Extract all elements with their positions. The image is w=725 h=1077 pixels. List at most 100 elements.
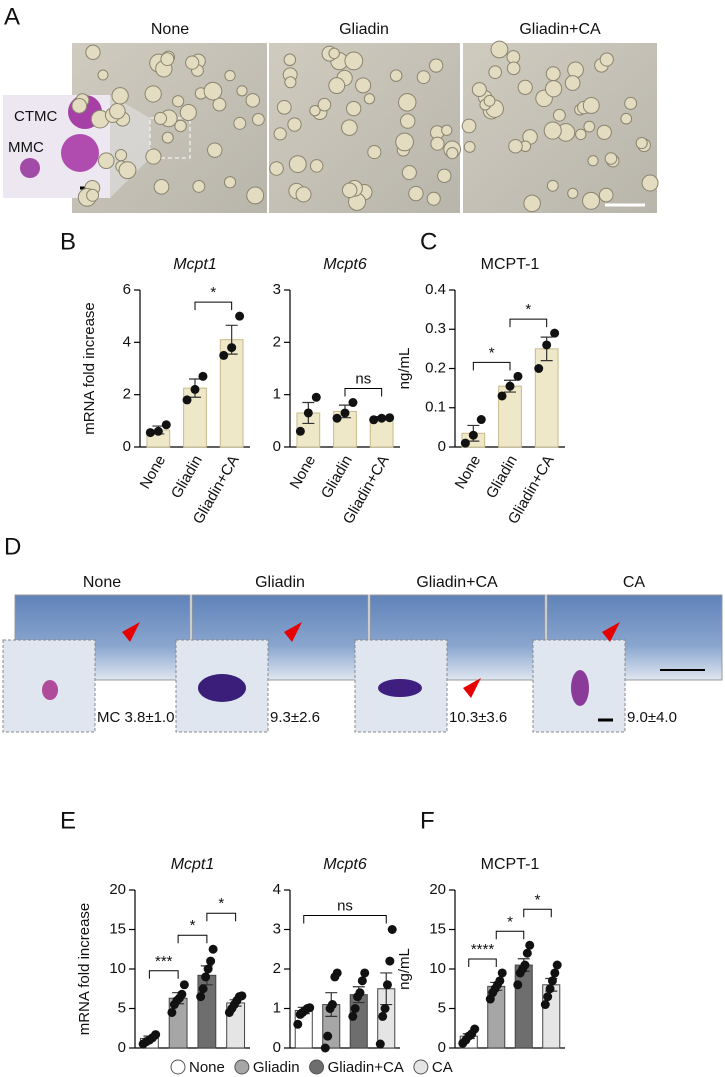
significance-label: ns bbox=[355, 370, 371, 387]
cell bbox=[317, 97, 332, 112]
significance-label: **** bbox=[471, 941, 495, 958]
significance-bracket bbox=[148, 970, 179, 979]
significance-bracket bbox=[495, 930, 525, 940]
y-tick-label: 0 bbox=[438, 438, 446, 455]
inset bbox=[354, 639, 448, 733]
data-point bbox=[196, 992, 206, 1002]
cell bbox=[20, 158, 40, 178]
y-axis-label: mRNA fold increase bbox=[76, 903, 93, 1036]
y-tick-label: 5 bbox=[438, 999, 446, 1016]
data-point bbox=[161, 420, 171, 430]
arrowhead bbox=[602, 622, 620, 642]
significance-label: *** bbox=[155, 953, 173, 970]
cell bbox=[587, 155, 599, 167]
data-point bbox=[360, 968, 370, 978]
cell bbox=[401, 165, 417, 181]
y-tick-label: 4 bbox=[273, 881, 281, 898]
data-point bbox=[153, 426, 163, 436]
panel-label: A bbox=[4, 3, 20, 30]
significance-label: ns bbox=[337, 897, 353, 914]
data-point bbox=[208, 944, 218, 954]
cell bbox=[429, 58, 444, 73]
cell bbox=[543, 121, 562, 140]
data-point bbox=[355, 988, 365, 998]
cell bbox=[198, 674, 246, 702]
y-tick-label: 6 bbox=[123, 281, 131, 298]
data-point bbox=[468, 430, 478, 440]
cell bbox=[567, 61, 584, 79]
x-tick-label: None bbox=[452, 452, 485, 492]
cell bbox=[363, 93, 376, 105]
mast-cell-count: 9.3±2.6 bbox=[270, 709, 320, 726]
data-point bbox=[145, 428, 155, 438]
y-tick-label: 0 bbox=[273, 1039, 281, 1056]
significance-bracket bbox=[468, 958, 497, 967]
data-point bbox=[545, 984, 555, 994]
cell bbox=[506, 61, 521, 76]
data-point bbox=[332, 413, 342, 423]
panel-label: F bbox=[420, 807, 435, 834]
cell bbox=[441, 124, 453, 136]
cell bbox=[426, 191, 441, 206]
data-point bbox=[348, 398, 358, 408]
data-point bbox=[522, 948, 532, 958]
data-point bbox=[327, 1000, 337, 1010]
data-point bbox=[177, 989, 187, 999]
cell bbox=[544, 80, 563, 98]
cell bbox=[118, 161, 137, 180]
data-point bbox=[219, 350, 229, 360]
data-point bbox=[505, 381, 515, 391]
image-title: Gliadin+CA bbox=[519, 21, 601, 38]
cell bbox=[378, 679, 422, 697]
cell bbox=[246, 186, 265, 205]
data-point bbox=[382, 980, 392, 990]
cell bbox=[233, 116, 247, 130]
cell bbox=[430, 136, 445, 151]
cell bbox=[144, 85, 162, 103]
cell bbox=[224, 70, 236, 82]
legend-label: CA bbox=[432, 1059, 453, 1076]
cell bbox=[599, 52, 614, 67]
cell bbox=[42, 680, 58, 700]
data-point bbox=[320, 1043, 330, 1053]
cell bbox=[346, 100, 362, 117]
panel-label: B bbox=[60, 228, 76, 255]
cell bbox=[583, 120, 596, 133]
cell bbox=[160, 52, 175, 67]
data-point bbox=[237, 991, 247, 1001]
y-tick-label: 0 bbox=[118, 1039, 126, 1056]
legend-swatch bbox=[309, 1059, 325, 1075]
y-tick-label: 10 bbox=[429, 960, 446, 977]
cell bbox=[309, 159, 324, 173]
significance-bracket bbox=[303, 915, 387, 924]
data-point bbox=[387, 925, 397, 934]
cell bbox=[192, 179, 206, 193]
cell bbox=[61, 134, 99, 172]
cell bbox=[276, 99, 292, 115]
y-tick-label: 0.4 bbox=[425, 281, 446, 298]
cell bbox=[287, 117, 302, 132]
cell bbox=[446, 146, 459, 160]
cell bbox=[328, 47, 340, 60]
cell bbox=[295, 186, 312, 203]
y-tick-label: 15 bbox=[429, 920, 446, 937]
cell bbox=[185, 55, 200, 70]
significance-label: * bbox=[210, 284, 216, 301]
data-point bbox=[497, 968, 507, 978]
micrographs bbox=[2, 40, 723, 733]
panel-label: C bbox=[420, 228, 437, 255]
significance-bracket bbox=[206, 912, 237, 922]
data-point bbox=[179, 980, 189, 990]
cell bbox=[620, 112, 633, 125]
cell bbox=[212, 97, 227, 112]
arrowhead bbox=[284, 622, 302, 642]
legend-swatch bbox=[234, 1059, 250, 1075]
cell bbox=[171, 95, 185, 108]
mast-cell-count: MC 3.8±1.0 bbox=[97, 709, 174, 726]
cell bbox=[174, 119, 187, 133]
data-point bbox=[340, 408, 350, 418]
cell bbox=[355, 77, 372, 94]
legend-label: Gliadin+CA bbox=[328, 1059, 404, 1076]
y-tick-label: 20 bbox=[109, 881, 126, 898]
data-point bbox=[525, 940, 535, 950]
